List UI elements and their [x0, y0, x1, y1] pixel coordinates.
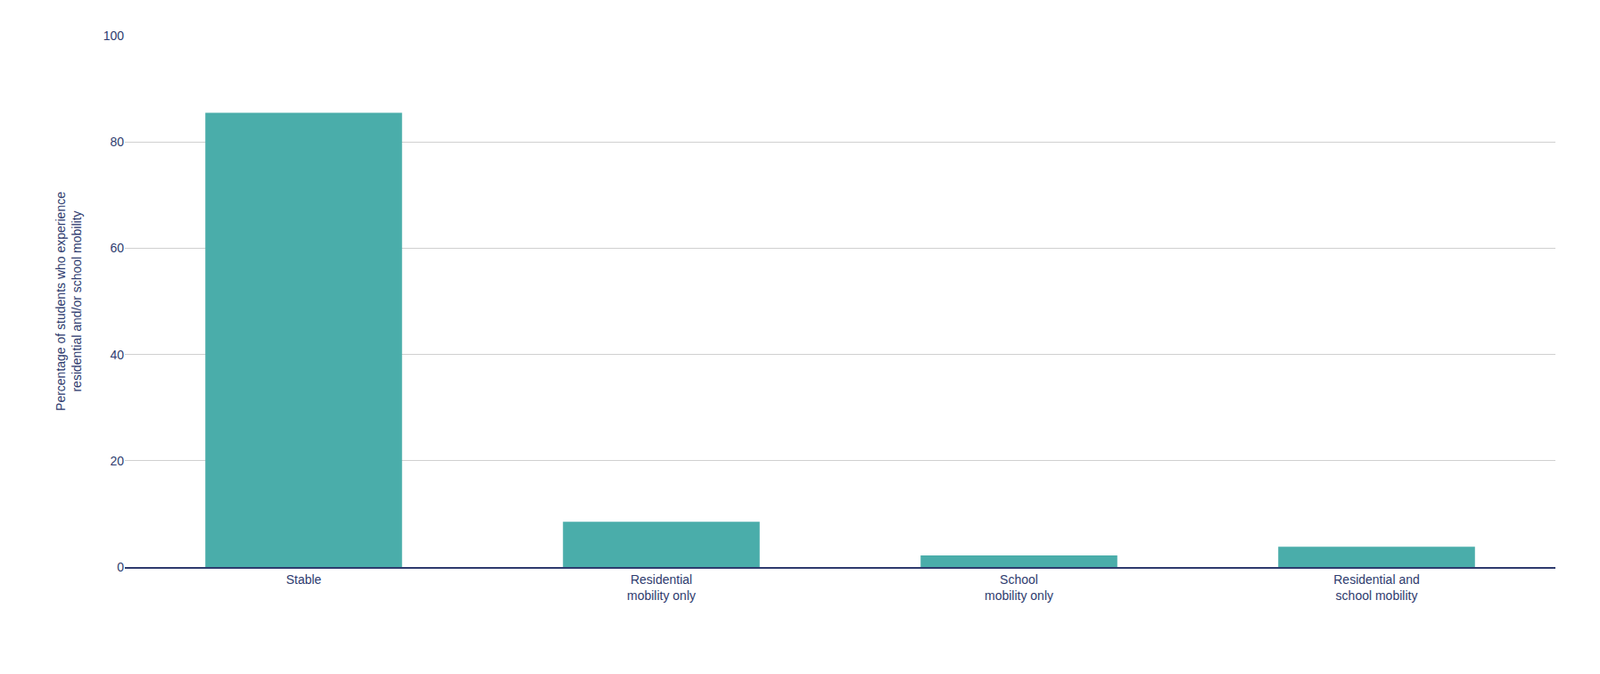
- svg-text:0: 0: [116, 560, 124, 575]
- svg-text:Residential andschool mobility: Residential andschool mobility: [1333, 572, 1420, 603]
- svg-text:100: 100: [103, 28, 125, 43]
- svg-text:60: 60: [109, 240, 124, 256]
- svg-text:Stable: Stable: [286, 572, 322, 587]
- svg-text:40: 40: [109, 347, 124, 363]
- svg-text:80: 80: [109, 134, 124, 149]
- svg-text:20: 20: [109, 453, 124, 469]
- svg-text:Percentage of students who exp: Percentage of students who experienceres…: [53, 191, 84, 412]
- svg-text:Schoolmobility only: Schoolmobility only: [984, 572, 1054, 603]
- svg-text:Residentialmobility only: Residentialmobility only: [626, 572, 696, 603]
